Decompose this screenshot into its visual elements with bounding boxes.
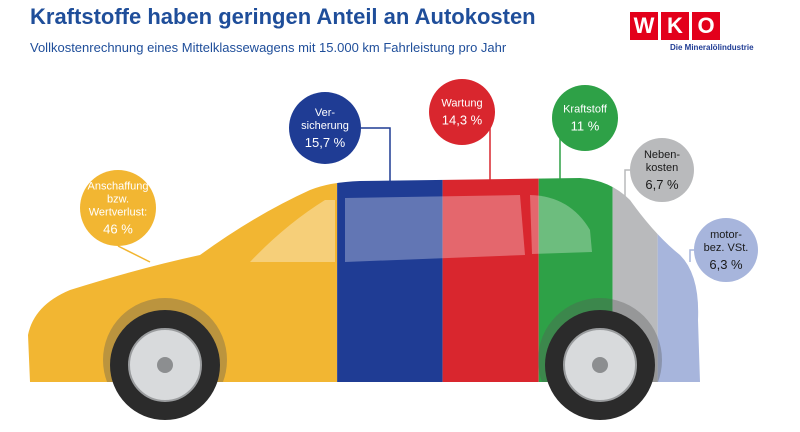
leader-line: [624, 169, 630, 205]
value-bubble: [80, 170, 156, 246]
hub: [592, 357, 608, 373]
category-label: Anschaffung bzw. Wertverlust:: [87, 180, 149, 219]
value-label: 6,3 %: [709, 257, 743, 272]
window: [250, 200, 335, 262]
category-label: Kraftstoff: [563, 103, 607, 116]
value-label: 14,3 %: [441, 112, 483, 128]
category-label: Neben-kosten: [643, 149, 681, 174]
logo: W K O Die Mineralölindustrie: [630, 12, 754, 52]
cost-segment: [337, 178, 443, 382]
category-label: Ver-sicherung: [301, 107, 349, 132]
value-bubble: [694, 218, 758, 282]
window: [530, 195, 592, 254]
value-bubble: [552, 85, 618, 151]
cost-segment: [657, 178, 700, 382]
value-bubble: [630, 138, 694, 202]
bubble-label: Anschaffung bzw. Wertverlust: 46 %: [82, 181, 154, 236]
chart-title: Kraftstoffe haben geringen Anteil an Aut…: [30, 4, 536, 29]
chart-subtitle: Vollkostenrechnung eines Mittelklassewag…: [30, 40, 507, 55]
value-label: 15,7 %: [304, 135, 346, 150]
bubble-label: Wartung 14,3 %: [436, 98, 488, 127]
leader-line: [117, 245, 151, 263]
leader-line: [361, 127, 391, 182]
value-bubble: [289, 92, 361, 164]
leader-line: [689, 249, 694, 262]
window: [345, 195, 525, 262]
value-label: 6,7 %: [645, 177, 679, 192]
category-label: Wartung: [441, 97, 483, 110]
hub: [157, 357, 173, 373]
cost-segment: [442, 178, 539, 382]
bubble-label: Neben-kosten 6,7 %: [636, 149, 688, 191]
bubble-label: Kraftstoff 11 %: [559, 104, 611, 133]
value-label: 46 %: [103, 221, 133, 237]
logo-letter: W: [630, 12, 658, 40]
logo-letter: K: [661, 12, 689, 40]
logo-subtitle: Die Mineralölindustrie: [670, 43, 754, 52]
value-label: 11 %: [570, 118, 600, 134]
category-label: motor-bez. VSt.: [703, 229, 749, 254]
bubble-label: Ver-sicherung 15,7 %: [299, 107, 351, 149]
value-bubble: [429, 79, 495, 145]
bubble-label: motor-bez. VSt. 6,3 %: [700, 229, 752, 271]
logo-letter: O: [692, 12, 720, 40]
